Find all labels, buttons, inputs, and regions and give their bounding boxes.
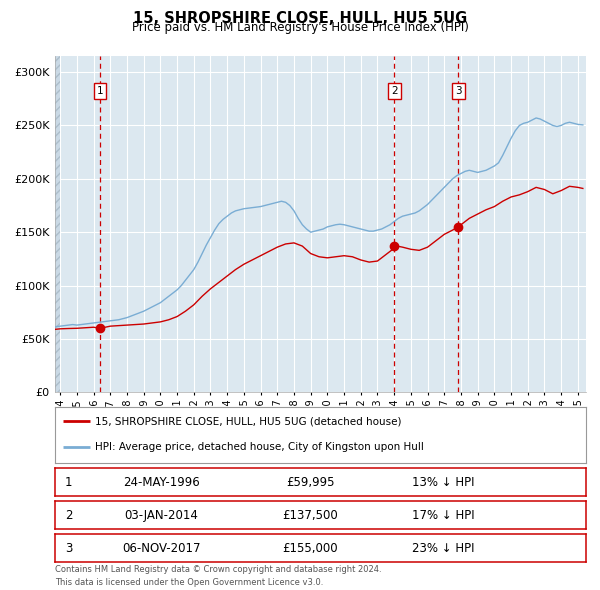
Text: 3: 3	[455, 86, 461, 96]
Text: HPI: Average price, detached house, City of Kingston upon Hull: HPI: Average price, detached house, City…	[95, 442, 424, 453]
Text: £155,000: £155,000	[282, 542, 338, 555]
Text: 1: 1	[65, 476, 72, 489]
Text: 15, SHROPSHIRE CLOSE, HULL, HU5 5UG (detached house): 15, SHROPSHIRE CLOSE, HULL, HU5 5UG (det…	[95, 416, 401, 426]
Text: Contains HM Land Registry data © Crown copyright and database right 2024.: Contains HM Land Registry data © Crown c…	[55, 565, 382, 574]
Text: 2: 2	[391, 86, 398, 96]
Text: £59,995: £59,995	[286, 476, 334, 489]
Text: 23% ↓ HPI: 23% ↓ HPI	[412, 542, 474, 555]
Text: 06-NOV-2017: 06-NOV-2017	[122, 542, 200, 555]
Text: 13% ↓ HPI: 13% ↓ HPI	[412, 476, 474, 489]
Bar	[55, 56, 60, 392]
Text: 17% ↓ HPI: 17% ↓ HPI	[412, 509, 474, 522]
Text: 3: 3	[65, 542, 72, 555]
Text: 1: 1	[97, 86, 103, 96]
Text: This data is licensed under the Open Government Licence v3.0.: This data is licensed under the Open Gov…	[55, 578, 323, 587]
Text: 03-JAN-2014: 03-JAN-2014	[124, 509, 199, 522]
Text: 15, SHROPSHIRE CLOSE, HULL, HU5 5UG: 15, SHROPSHIRE CLOSE, HULL, HU5 5UG	[133, 11, 467, 25]
Text: 2: 2	[65, 509, 72, 522]
Text: Price paid vs. HM Land Registry's House Price Index (HPI): Price paid vs. HM Land Registry's House …	[131, 21, 469, 34]
Text: £137,500: £137,500	[282, 509, 338, 522]
Text: 24-MAY-1996: 24-MAY-1996	[123, 476, 200, 489]
